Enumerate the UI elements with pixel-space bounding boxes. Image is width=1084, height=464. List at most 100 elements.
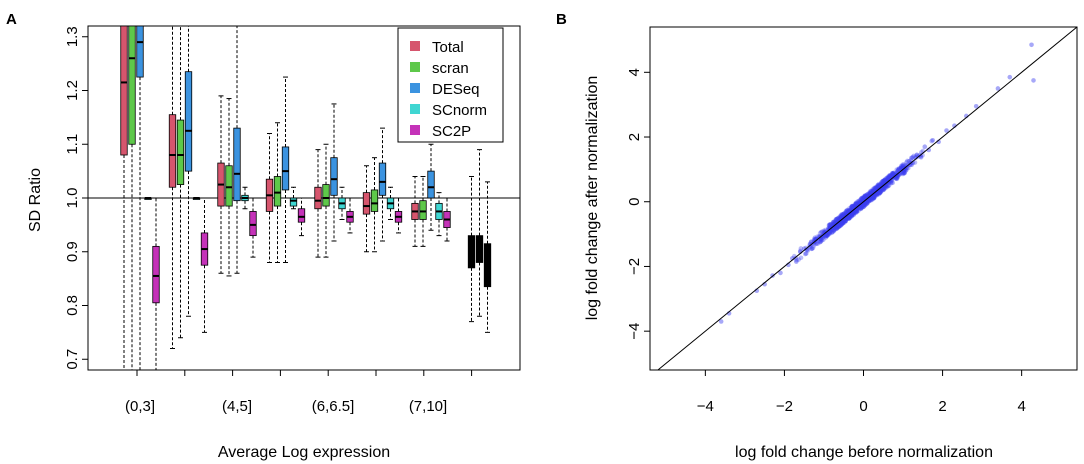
scatter-point xyxy=(875,184,881,189)
scatter-point xyxy=(827,231,832,237)
scatter-point xyxy=(832,227,837,233)
box-scnorm xyxy=(435,192,443,237)
scatter-point xyxy=(817,230,823,236)
scatter-point xyxy=(838,212,844,218)
scatter-point xyxy=(878,180,884,185)
scatter-point xyxy=(846,213,851,218)
scatter-point xyxy=(823,233,829,238)
scatter-point xyxy=(832,226,837,232)
scatter-point xyxy=(877,188,883,194)
scatter-point xyxy=(834,224,840,230)
boxplot-y-axis-title: SD Ratio xyxy=(27,168,44,232)
scatter-point xyxy=(836,224,841,230)
scatter-point xyxy=(851,203,857,209)
scatter-point xyxy=(888,173,894,178)
scatter-point xyxy=(871,195,876,201)
scatter-point xyxy=(842,213,847,219)
scatter-point xyxy=(868,189,874,195)
scatter-point xyxy=(895,175,901,180)
box-unlabeled xyxy=(483,181,492,333)
scatter-point xyxy=(869,191,875,196)
scatter-point xyxy=(845,209,851,214)
scatter-point xyxy=(822,234,828,239)
scatter-point xyxy=(850,204,855,209)
scatter-point xyxy=(852,207,858,213)
scatter-point xyxy=(836,218,842,223)
legend-label-sc2p: SC2P xyxy=(432,123,471,140)
box-scnorm xyxy=(338,186,346,220)
scatter-point xyxy=(868,191,874,197)
scatter-point xyxy=(843,218,848,224)
scatter-point xyxy=(833,217,839,222)
scatter-point xyxy=(840,221,845,226)
scatter-point xyxy=(879,181,885,187)
scatter-point xyxy=(918,155,924,160)
scatter-point xyxy=(841,218,846,224)
scatter-point xyxy=(811,243,817,248)
scatter-point xyxy=(838,221,844,227)
scatter-point xyxy=(827,222,833,227)
scatter-point xyxy=(860,196,866,202)
scatter-point xyxy=(846,216,852,221)
scatter-point xyxy=(836,222,841,228)
scatter-point xyxy=(871,192,876,198)
scatter-point xyxy=(835,219,840,224)
scatter-point xyxy=(868,197,873,203)
scatter-point xyxy=(845,210,851,216)
scatter-point xyxy=(842,211,847,216)
scatter-point xyxy=(876,185,881,191)
scatter-point xyxy=(864,195,870,200)
scatter-point xyxy=(870,193,876,198)
scatter-point xyxy=(841,217,846,222)
scatter-point xyxy=(847,215,852,221)
scatter-point xyxy=(872,185,878,191)
scatter-point xyxy=(854,208,859,214)
scatter-point xyxy=(846,215,851,221)
scatter-point xyxy=(888,173,894,179)
scatter-point xyxy=(824,233,830,238)
scatter-point xyxy=(869,196,874,201)
box-total xyxy=(120,25,128,370)
scatter-point xyxy=(880,187,885,192)
scatter-point xyxy=(854,206,860,211)
scatter-point xyxy=(874,193,879,198)
scatter-point xyxy=(853,201,859,207)
box-sc2p xyxy=(443,197,451,242)
scatter-point xyxy=(885,175,891,181)
scatter-point xyxy=(838,216,843,222)
scatter-point xyxy=(867,192,873,198)
scatter-point xyxy=(850,210,856,216)
scatter-point xyxy=(866,198,871,203)
scatter-point xyxy=(864,197,870,203)
scatter-point xyxy=(839,218,845,224)
scatter-point xyxy=(876,182,882,188)
scatter-point xyxy=(814,236,819,242)
scatter-point xyxy=(818,237,824,242)
scatter-point xyxy=(890,170,896,176)
scatter-point xyxy=(813,237,818,243)
scatter-point xyxy=(853,202,859,208)
box-sc2p xyxy=(200,197,209,333)
scatter-point xyxy=(866,199,871,204)
scatter-point xyxy=(903,168,909,173)
scatter-point xyxy=(834,225,839,231)
scatter-point xyxy=(904,158,910,164)
scatter-point xyxy=(845,215,850,221)
scatter-point xyxy=(902,170,907,176)
legend-swatch-scran xyxy=(410,62,420,72)
scatter-point xyxy=(840,219,846,224)
scatter-point xyxy=(883,177,889,183)
scatter-point xyxy=(839,221,844,227)
box-scnorm xyxy=(192,197,201,200)
box-body xyxy=(362,192,371,215)
scatter-point xyxy=(846,210,851,216)
scatter-point xyxy=(884,175,890,181)
scatter-point xyxy=(887,174,892,180)
box-scnorm xyxy=(386,186,395,220)
scatter-point xyxy=(866,196,872,202)
scatter-point xyxy=(894,167,900,173)
scatter-point xyxy=(803,245,809,251)
scatter-point xyxy=(817,239,823,245)
scatter-point xyxy=(851,206,856,211)
scatter-point xyxy=(852,209,858,215)
